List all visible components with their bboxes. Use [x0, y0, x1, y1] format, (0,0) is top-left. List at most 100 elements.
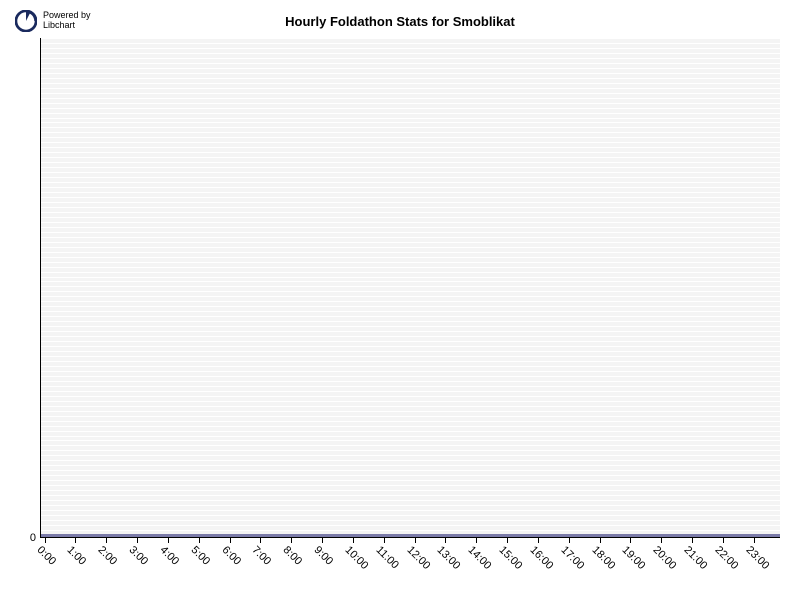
- grid-line: [41, 291, 780, 292]
- x-tick-mark: [137, 538, 138, 543]
- grid-line: [41, 346, 780, 347]
- grid-line: [41, 207, 780, 208]
- x-tick-mark: [600, 538, 601, 543]
- baseline-bar: [41, 534, 780, 537]
- grid-line: [41, 316, 780, 317]
- grid-line: [41, 391, 780, 392]
- grid-line: [41, 267, 780, 268]
- grid-line: [41, 396, 780, 397]
- grid-line: [41, 431, 780, 432]
- grid-line: [41, 440, 780, 441]
- grid-line: [41, 500, 780, 501]
- grid-line: [41, 465, 780, 466]
- grid-line: [41, 232, 780, 233]
- grid-line: [41, 480, 780, 481]
- grid-line: [41, 147, 780, 148]
- y-tick-label: 0: [6, 532, 36, 544]
- grid-line: [41, 162, 780, 163]
- grid-line: [41, 192, 780, 193]
- grid-line: [41, 217, 780, 218]
- x-tick-label: 9:00: [312, 544, 336, 568]
- grid-line: [41, 515, 780, 516]
- grid-line: [41, 450, 780, 451]
- x-tick-mark: [723, 538, 724, 543]
- x-tick-label: 22:00: [712, 544, 740, 572]
- grid-line: [41, 83, 780, 84]
- grid-line: [41, 490, 780, 491]
- grid-line: [41, 470, 780, 471]
- grid-line: [41, 242, 780, 243]
- x-tick-mark: [692, 538, 693, 543]
- grid-line: [41, 182, 780, 183]
- grid-line: [41, 411, 780, 412]
- grid-line: [41, 455, 780, 456]
- grid-line: [41, 118, 780, 119]
- x-tick-mark: [260, 538, 261, 543]
- x-tick-mark: [661, 538, 662, 543]
- grid-line: [41, 78, 780, 79]
- x-tick-mark: [168, 538, 169, 543]
- grid-line: [41, 386, 780, 387]
- grid-line: [41, 137, 780, 138]
- grid-line: [41, 53, 780, 54]
- grid-line: [41, 142, 780, 143]
- grid-line: [41, 321, 780, 322]
- grid-line: [41, 371, 780, 372]
- grid-line: [41, 277, 780, 278]
- grid-line: [41, 460, 780, 461]
- grid-line: [41, 326, 780, 327]
- x-tick-label: 1:00: [65, 544, 89, 568]
- grid-line: [41, 237, 780, 238]
- grid-line: [41, 122, 780, 123]
- grid-line: [41, 127, 780, 128]
- x-tick-label: 16:00: [527, 544, 555, 572]
- grid-line: [41, 197, 780, 198]
- grid-line: [41, 341, 780, 342]
- grid-line: [41, 63, 780, 64]
- grid-line: [41, 421, 780, 422]
- grid-line: [41, 381, 780, 382]
- grid-line: [41, 520, 780, 521]
- grid-lines: [41, 38, 780, 537]
- grid-line: [41, 177, 780, 178]
- grid-line: [41, 38, 780, 39]
- grid-line: [41, 495, 780, 496]
- grid-line: [41, 510, 780, 511]
- grid-line: [41, 257, 780, 258]
- x-tick-mark: [754, 538, 755, 543]
- grid-line: [41, 475, 780, 476]
- x-tick-label: 14:00: [466, 544, 494, 572]
- grid-line: [41, 212, 780, 213]
- grid-line: [41, 366, 780, 367]
- plot-area: [40, 38, 780, 538]
- grid-line: [41, 58, 780, 59]
- grid-line: [41, 525, 780, 526]
- x-tick-mark: [291, 538, 292, 543]
- x-tick-mark: [538, 538, 539, 543]
- grid-line: [41, 361, 780, 362]
- x-tick-mark: [415, 538, 416, 543]
- grid-line: [41, 376, 780, 377]
- grid-line: [41, 172, 780, 173]
- grid-line: [41, 281, 780, 282]
- x-tick-mark: [445, 538, 446, 543]
- grid-line: [41, 43, 780, 44]
- x-tick-mark: [322, 538, 323, 543]
- grid-line: [41, 88, 780, 89]
- x-tick-label: 19:00: [620, 544, 648, 572]
- grid-line: [41, 296, 780, 297]
- x-tick-mark: [507, 538, 508, 543]
- grid-line: [41, 262, 780, 263]
- grid-line: [41, 113, 780, 114]
- x-tick-label: 0:00: [34, 544, 58, 568]
- x-tick-mark: [353, 538, 354, 543]
- x-tick-label: 23:00: [743, 544, 771, 572]
- x-tick-label: 10:00: [342, 544, 370, 572]
- grid-line: [41, 311, 780, 312]
- x-tick-mark: [569, 538, 570, 543]
- x-tick-label: 5:00: [188, 544, 212, 568]
- x-tick-label: 13:00: [435, 544, 463, 572]
- x-tick-mark: [384, 538, 385, 543]
- x-tick-label: 6:00: [219, 544, 243, 568]
- grid-line: [41, 48, 780, 49]
